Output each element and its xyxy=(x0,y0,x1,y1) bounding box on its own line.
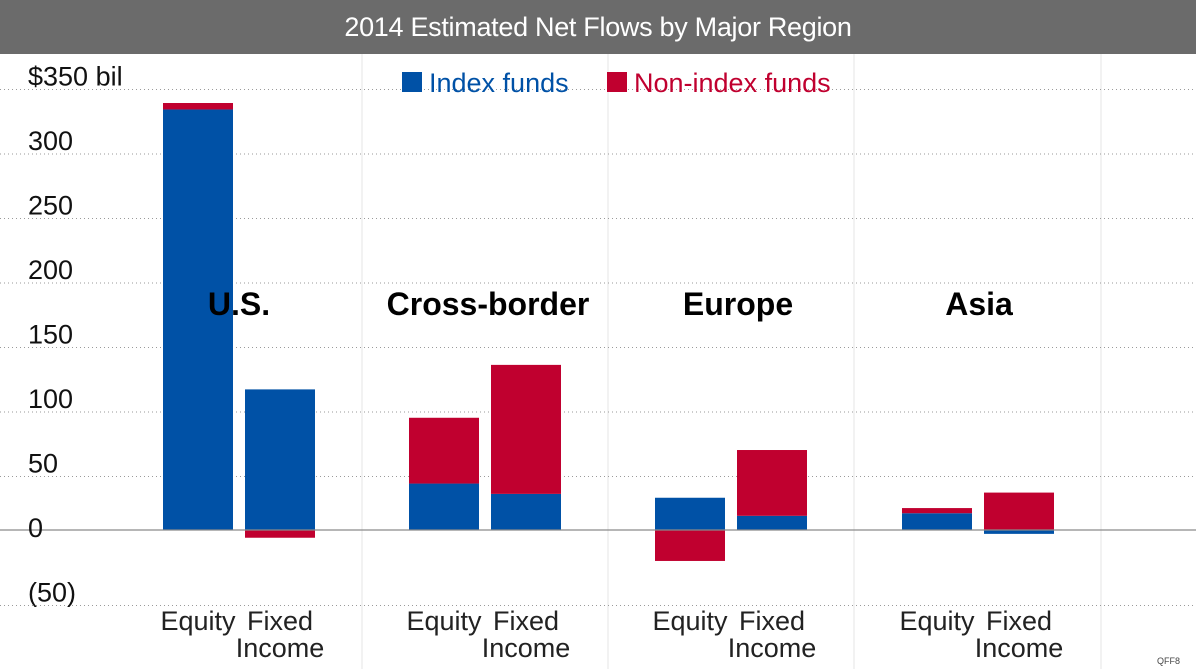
category-label-line: Fixed xyxy=(247,606,313,636)
category-label-line: Income xyxy=(975,633,1064,663)
region-label: Europe xyxy=(683,286,793,322)
bar-nonindex-4 xyxy=(491,364,561,494)
bar-index-8 xyxy=(984,530,1054,534)
category-label-line: Fixed xyxy=(493,606,559,636)
bar-nonindex-1 xyxy=(163,103,233,110)
region-label: U.S. xyxy=(208,286,270,322)
chart-title: 2014 Estimated Net Flows by Major Region xyxy=(0,0,1196,54)
category-label: Fixed Income xyxy=(236,606,325,663)
legend-swatch-1 xyxy=(402,72,422,92)
category-label-line: Income xyxy=(482,633,571,663)
bar-nonindex-2 xyxy=(245,530,315,538)
bar-layer xyxy=(163,103,1054,561)
y-tick-label: 250 xyxy=(28,191,73,221)
region-label: Cross-border xyxy=(387,286,590,322)
y-tick-label: 300 xyxy=(28,126,73,156)
bar-nonindex-3 xyxy=(409,417,479,484)
bar-index-5 xyxy=(655,497,725,530)
legend-label-2: Non-index funds xyxy=(634,68,831,98)
category-label: Fixed Income xyxy=(728,606,817,663)
legend: Index funds Non-index funds xyxy=(402,68,831,98)
grid-layer xyxy=(0,54,1196,669)
bar-index-1 xyxy=(163,109,233,531)
category-label: Equity xyxy=(406,606,482,636)
category-label-line: Fixed xyxy=(739,606,805,636)
category-label: Equity xyxy=(899,606,975,636)
y-tick-label: $350 bil xyxy=(28,62,123,92)
category-label: Fixed Income xyxy=(482,606,571,663)
bar-index-3 xyxy=(409,483,479,530)
y-tick-label: 200 xyxy=(28,255,73,285)
category-label: Fixed Income xyxy=(975,606,1064,663)
bar-nonindex-8 xyxy=(984,492,1054,530)
category-label-line: Equity xyxy=(652,606,728,636)
category-label: Equity xyxy=(160,606,236,636)
bar-index-7 xyxy=(902,513,972,530)
y-tick-label: 50 xyxy=(28,449,58,479)
legend-swatch-2 xyxy=(607,72,627,92)
bar-nonindex-5 xyxy=(655,530,725,561)
category-label-line: Equity xyxy=(406,606,482,636)
category-label-line: Income xyxy=(728,633,817,663)
y-tick-label: 150 xyxy=(28,320,73,350)
bar-nonindex-7 xyxy=(902,508,972,514)
category-label-line: Equity xyxy=(160,606,236,636)
bar-index-6 xyxy=(737,515,807,530)
bar-index-4 xyxy=(491,493,561,530)
y-tick-label: 100 xyxy=(28,384,73,414)
y-tick-label: 0 xyxy=(28,513,43,543)
category-label-line: Fixed xyxy=(986,606,1052,636)
category-label: Equity xyxy=(652,606,728,636)
region-label: Asia xyxy=(945,286,1013,322)
legend-label-1: Index funds xyxy=(429,68,569,98)
bar-nonindex-6 xyxy=(737,450,807,516)
y-tick-label: (50) xyxy=(28,578,76,608)
category-label-line: Equity xyxy=(899,606,975,636)
source-tag: QFF8 xyxy=(1157,656,1180,666)
category-label-line: Income xyxy=(236,633,325,663)
bar-index-2 xyxy=(245,389,315,530)
